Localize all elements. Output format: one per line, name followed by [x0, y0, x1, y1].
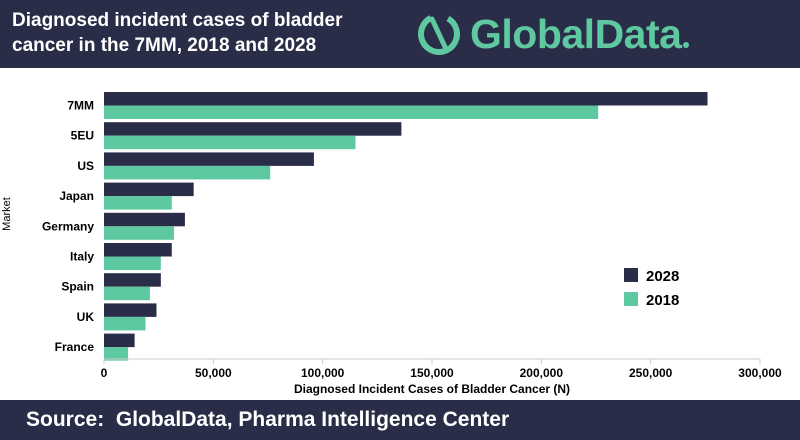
bar-2018-spain: [104, 286, 150, 301]
bar-2028-5eu: [104, 122, 402, 136]
globaldata-logo-icon: [418, 13, 460, 55]
logo-wordmark: GlobalData: [470, 8, 690, 60]
bar-2018-france: [104, 347, 129, 361]
header-banner: Diagnosed incident cases of bladder canc…: [0, 0, 800, 68]
bar-2028-france: [104, 333, 135, 348]
x-tick-label: 50,000: [195, 366, 232, 380]
bar-2028-uk: [104, 303, 157, 317]
category-label: France: [55, 340, 95, 354]
bar-2018-uk: [104, 316, 146, 331]
bar-2018-5eu: [104, 135, 356, 150]
x-tick-label: 300,000: [738, 366, 782, 380]
legend-swatch-2028: [624, 268, 638, 282]
bar-2028-us: [104, 152, 314, 166]
bar-2028-italy: [104, 243, 172, 257]
bar-2028-spain: [104, 273, 161, 287]
x-tick-label: 250,000: [629, 366, 673, 380]
category-label: Italy: [70, 250, 94, 264]
x-tick-label: 200,000: [520, 366, 564, 380]
bar-chart: Market 7MM 5EU US Japan Germany Italy Spain UK F…: [1, 92, 782, 396]
bar-2018-7mm: [104, 105, 599, 119]
category-label: 5EU: [71, 129, 94, 143]
chart-area: Market 7MM 5EU US Japan Germany Italy Spain UK F…: [0, 68, 800, 400]
globaldata-logo: GlobalData: [416, 8, 796, 60]
x-axis-title: Diagnosed Incident Cases of Bladder Canc…: [294, 382, 570, 396]
bar-2018-germany: [104, 226, 174, 240]
category-label: Japan: [59, 189, 94, 203]
bar-2028-7mm: [104, 92, 708, 106]
legend-swatch-2018: [624, 292, 638, 306]
category-label: Spain: [61, 280, 94, 294]
legend-label-2028: 2028: [646, 268, 679, 285]
category-label: UK: [77, 310, 95, 324]
bar-2018-japan: [104, 196, 172, 210]
category-label: US: [77, 159, 94, 173]
x-tick-label: 100,000: [301, 366, 345, 380]
category-label: 7MM: [67, 99, 94, 113]
source-note: Source: GlobalData, Pharma Intelligence …: [26, 408, 510, 431]
bar-2018-us: [104, 165, 271, 180]
bar-2028-germany: [104, 212, 185, 227]
category-label: Germany: [42, 219, 94, 233]
chart-title: Diagnosed incident cases of bladder canc…: [12, 10, 343, 56]
x-tick-label: 0: [101, 366, 108, 380]
footer-banner: Source: GlobalData, Pharma Intelligence …: [0, 400, 800, 440]
x-tick-label: 150,000: [410, 366, 454, 380]
logo-dot: [683, 42, 690, 48]
bar-2018-italy: [104, 256, 161, 270]
y-axis-title: Market: [1, 197, 13, 231]
legend-label-2018: 2018: [646, 292, 679, 309]
logo-text: GlobalData: [470, 11, 682, 57]
bar-2028-japan: [104, 182, 194, 197]
